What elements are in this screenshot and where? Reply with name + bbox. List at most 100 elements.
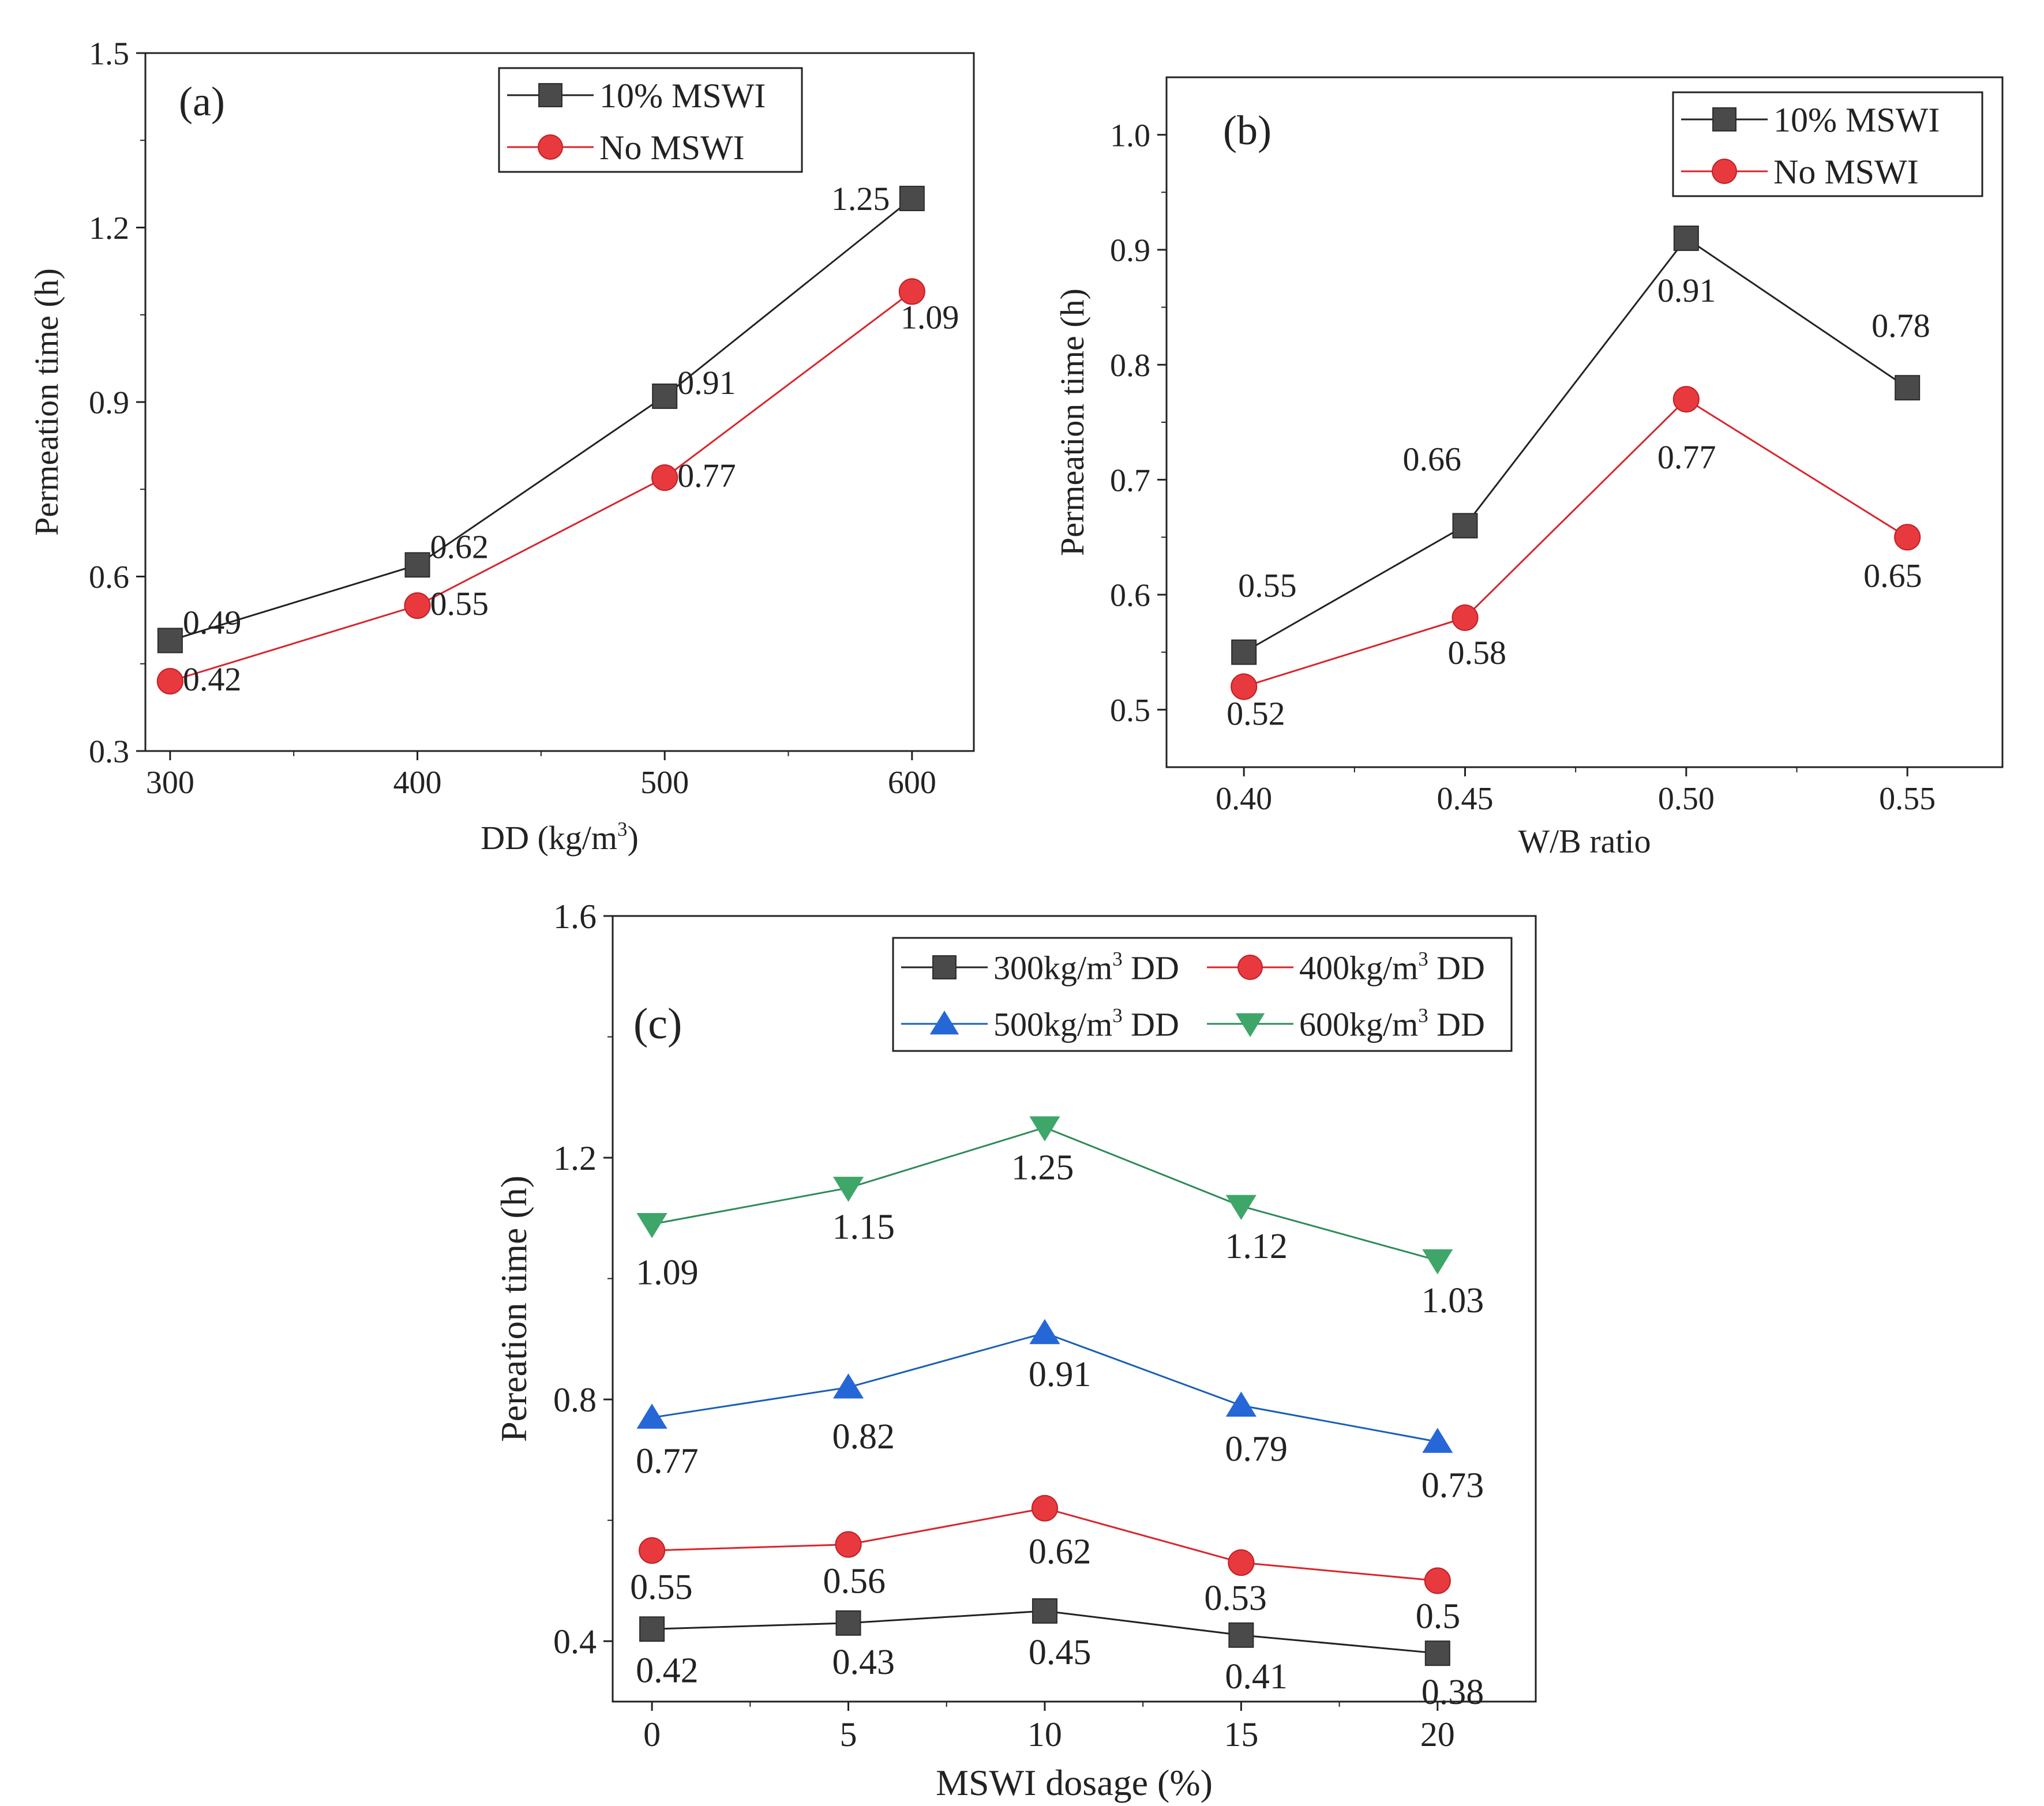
legend-label-a-1: No MSWI bbox=[599, 129, 745, 167]
legend-c: 300kg/m3 DD 400kg/m3 DD 500kg/m3 DD 600kg/m… bbox=[892, 937, 1513, 1052]
data-label-b-0-1: 0.66 bbox=[1403, 440, 1462, 478]
panel-c: 0.4 0.8 1.2 1.6 0 5 10 15 20 MSWI dosage (%) Perea… bbox=[493, 898, 1537, 1803]
data-label-c-2-1: 0.82 bbox=[832, 1417, 895, 1456]
series-b-0: 0.55 0.66 0.91 0.78 bbox=[1231, 226, 1930, 665]
data-label-c-3-2: 1.25 bbox=[1011, 1148, 1074, 1188]
legend-marker-c-0 bbox=[932, 955, 957, 979]
series-line-b-1 bbox=[1243, 398, 1908, 688]
data-point-c-0-1 bbox=[835, 1610, 861, 1636]
x-axis-label-c: MSWI dosage (%) bbox=[936, 1762, 1213, 1803]
legend-marker-c-1 bbox=[1237, 955, 1263, 980]
data-label-c-0-2: 0.45 bbox=[1029, 1633, 1092, 1672]
legend-label-c-1: 400kg/m3 DD bbox=[1299, 948, 1485, 986]
data-point-c-0-4 bbox=[1424, 1640, 1450, 1666]
data-point-c-3-3 bbox=[1225, 1195, 1257, 1221]
data-label-c-3-0: 1.09 bbox=[636, 1253, 699, 1292]
data-point-a-1-2 bbox=[651, 464, 678, 491]
data-point-c-2-3 bbox=[1225, 1391, 1257, 1417]
data-label-b-1-3: 0.65 bbox=[1863, 557, 1922, 594]
x-tick-label-c-3: 15 bbox=[1224, 1715, 1258, 1754]
data-label-a-0-3: 1.25 bbox=[831, 180, 890, 217]
y-tick-label-a-0: 0.3 bbox=[89, 734, 129, 770]
series-a-1: 0.42 0.55 0.77 1.09 bbox=[156, 278, 959, 698]
data-label-c-2-2: 0.91 bbox=[1029, 1355, 1092, 1394]
x-tick-label-c-1: 5 bbox=[840, 1715, 857, 1754]
data-label-a-1-1: 0.55 bbox=[430, 585, 489, 622]
x-tick-label-a-1: 400 bbox=[393, 765, 442, 801]
data-point-c-1-4 bbox=[1424, 1567, 1451, 1594]
data-label-c-3-3: 1.12 bbox=[1225, 1227, 1288, 1266]
x-tick-label-b-2: 0.50 bbox=[1658, 781, 1715, 817]
y-tick-label-a-4: 1.5 bbox=[89, 36, 129, 72]
series-a-0: 0.49 0.62 0.91 1.25 bbox=[157, 180, 925, 654]
y-tick-label-c-2: 1.2 bbox=[553, 1139, 597, 1177]
y-tick-label-b-1: 0.6 bbox=[1110, 578, 1150, 614]
data-point-b-0-3 bbox=[1895, 375, 1921, 401]
legend-box-c bbox=[892, 937, 1513, 1052]
data-label-a-1-3: 1.09 bbox=[901, 298, 959, 336]
data-label-b-0-0: 0.55 bbox=[1238, 567, 1297, 604]
panel-a: 0.3 0.6 0.9 1.2 1.5 300 400 500 600 DD (kg/m3) Per… bbox=[28, 36, 975, 857]
data-label-c-1-0: 0.55 bbox=[630, 1568, 693, 1607]
y-tick-label-b-3: 0.8 bbox=[1110, 348, 1150, 384]
data-point-b-1-2 bbox=[1672, 386, 1700, 413]
data-point-c-1-1 bbox=[835, 1531, 862, 1558]
series-c-0: 0.42 0.43 0.45 0.41 0.38 bbox=[636, 1598, 1484, 1712]
data-label-b-0-3: 0.78 bbox=[1872, 307, 1930, 344]
panel-label-a: (a) bbox=[179, 78, 225, 125]
data-label-c-1-1: 0.56 bbox=[823, 1562, 886, 1601]
y-tick-label-b-0: 0.5 bbox=[1110, 693, 1150, 729]
data-point-b-1-1 bbox=[1452, 604, 1479, 631]
data-point-a-0-3 bbox=[899, 186, 925, 212]
data-point-c-3-4 bbox=[1422, 1249, 1453, 1275]
y-tick-label-c-3: 1.6 bbox=[553, 898, 597, 936]
data-label-a-0-1: 0.62 bbox=[430, 528, 489, 565]
legend-marker-a-0 bbox=[538, 83, 562, 107]
y-tick-label-c-1: 0.8 bbox=[553, 1381, 597, 1419]
y-tick-label-a-1: 0.6 bbox=[89, 560, 129, 595]
data-label-b-1-0: 0.52 bbox=[1227, 694, 1285, 732]
data-point-c-1-3 bbox=[1228, 1549, 1255, 1576]
data-point-b-1-3 bbox=[1894, 524, 1921, 551]
x-axis-label-a: DD (kg/m3) bbox=[481, 818, 639, 857]
legend-label-b-0: 10% MSWI bbox=[1773, 101, 1940, 139]
y-tick-label-b-2: 0.7 bbox=[1110, 463, 1150, 498]
legend-label-c-2: 500kg/m3 DD bbox=[993, 1004, 1179, 1043]
y-tick-label-b-4: 0.9 bbox=[1110, 233, 1150, 269]
legend-label-c-0: 300kg/m3 DD bbox=[993, 948, 1179, 986]
x-tick-label-b-0: 0.40 bbox=[1216, 781, 1272, 817]
data-label-c-1-3: 0.53 bbox=[1204, 1579, 1267, 1618]
series-c-3: 1.09 1.15 1.25 1.12 1.03 bbox=[636, 1116, 1484, 1320]
data-label-c-1-2: 0.62 bbox=[1029, 1533, 1092, 1572]
data-point-a-1-1 bbox=[404, 592, 431, 619]
legend-marker-a-1 bbox=[538, 134, 563, 160]
series-c-2: 0.77 0.82 0.91 0.79 0.73 bbox=[636, 1319, 1484, 1505]
data-point-c-0-0 bbox=[639, 1616, 665, 1642]
data-label-c-0-1: 0.43 bbox=[832, 1643, 895, 1682]
data-point-c-2-2 bbox=[1029, 1319, 1060, 1345]
data-point-c-1-2 bbox=[1031, 1495, 1058, 1522]
legend-label-a-0: 10% MSWI bbox=[599, 77, 766, 115]
x-tick-label-c-4: 20 bbox=[1420, 1715, 1455, 1754]
data-point-c-2-0 bbox=[636, 1403, 667, 1429]
x-tick-label-c-2: 10 bbox=[1027, 1715, 1062, 1754]
panel-label-c: (c) bbox=[633, 1000, 682, 1048]
y-tick-label-a-2: 0.9 bbox=[89, 385, 129, 421]
series-c-1: 0.55 0.56 0.62 0.53 0.5 bbox=[630, 1495, 1461, 1636]
data-label-a-0-2: 0.91 bbox=[677, 364, 736, 401]
data-point-a-0-0 bbox=[157, 628, 183, 654]
data-label-c-2-3: 0.79 bbox=[1225, 1430, 1288, 1469]
data-point-c-1-0 bbox=[639, 1537, 666, 1564]
y-axis-label-a: Permeation time (h) bbox=[28, 268, 65, 536]
y-tick-label-c-0: 0.4 bbox=[553, 1623, 597, 1661]
data-label-b-1-1: 0.58 bbox=[1448, 634, 1507, 671]
legend-label-b-1: No MSWI bbox=[1773, 153, 1919, 191]
data-label-c-0-4: 0.38 bbox=[1422, 1673, 1484, 1712]
panel-b: 0.5 0.6 0.7 0.8 0.9 1.0 0.40 0.45 0.50 0.55 W/B ra… bbox=[1053, 76, 2004, 860]
data-label-c-1-4: 0.5 bbox=[1416, 1597, 1461, 1636]
legend-a: 10% MSWI No MSWI bbox=[498, 67, 803, 173]
data-label-a-1-0: 0.42 bbox=[183, 660, 242, 698]
series-line-a-0 bbox=[170, 197, 913, 641]
series-line-c-3 bbox=[651, 1127, 1438, 1261]
legend-label-c-3: 600kg/m3 DD bbox=[1299, 1004, 1485, 1043]
